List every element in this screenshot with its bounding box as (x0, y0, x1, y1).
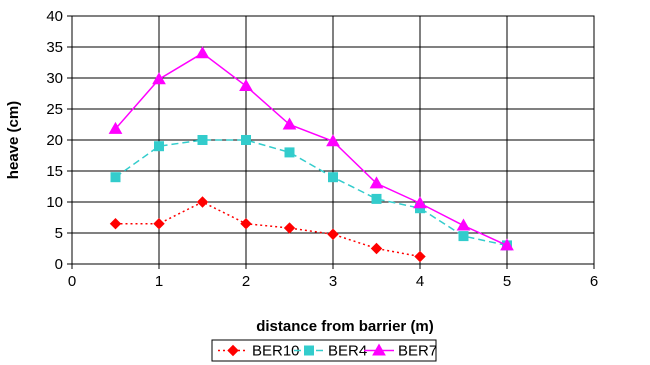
series-line-BER10 (115, 201, 421, 258)
y-tick-label-3: 15 (46, 163, 63, 180)
x-tick-label-4: 4 (416, 273, 424, 290)
y-tick-label-4: 20 (46, 132, 63, 149)
point-BER7-8 (456, 218, 471, 231)
point-BER7-5 (326, 134, 340, 147)
legend-label-BER10: BER10 (252, 343, 300, 360)
point-BER4-2 (197, 135, 208, 145)
series-layer (108, 46, 514, 263)
point-BER10-5 (327, 228, 339, 240)
point-BER10-0 (109, 217, 122, 230)
y-tick-label-5: 25 (46, 101, 63, 118)
point-BER7-3 (239, 79, 253, 92)
y-axis-title: heave (cm) (5, 101, 22, 179)
y-tick-label-7: 35 (46, 39, 63, 56)
series-line-BER7 (114, 52, 508, 247)
x-tick-label-2: 2 (242, 273, 250, 290)
point-BER4-6 (371, 193, 382, 204)
x-tick-label-6: 6 (590, 273, 598, 290)
series-BER7 (108, 46, 514, 251)
point-BER4-0 (110, 172, 121, 183)
y-tick-label-1: 5 (55, 225, 63, 242)
point-BER7-1 (152, 72, 166, 85)
y-tick-label-0: 0 (55, 256, 63, 273)
x-tick-label-1: 1 (155, 273, 163, 290)
x-axis-title: distance from barrier (m) (256, 318, 434, 335)
point-BER10-7 (414, 250, 426, 263)
y-tick-label-6: 30 (46, 70, 63, 87)
point-BER10-6 (370, 242, 383, 255)
x-axis-ticks: 0 1 2 3 4 5 6 (68, 264, 598, 290)
x-tick-label-0: 0 (68, 273, 76, 290)
point-BER4-5 (328, 172, 338, 183)
y-tick-label-2: 10 (46, 194, 63, 211)
x-tick-label-3: 3 (329, 273, 337, 290)
point-BER10-2 (196, 196, 209, 208)
point-BER7-7 (413, 196, 427, 209)
series-BER10 (109, 196, 426, 263)
point-BER10-1 (153, 217, 165, 230)
point-BER4-4 (284, 147, 295, 158)
legend-marker-BER10 (227, 344, 239, 357)
point-BER7-9 (500, 238, 514, 251)
point-BER10-4 (283, 222, 296, 234)
legend-marker-BER4 (304, 345, 314, 356)
x-tick-label-5: 5 (503, 273, 511, 290)
point-BER7-6 (369, 176, 384, 189)
y-tick-label-8: 40 (46, 8, 63, 25)
legend-marker-BER7 (372, 343, 386, 356)
point-BER4-1 (154, 141, 164, 152)
legend: BER10 BER4 BER7 (211, 339, 437, 362)
point-BER4-3 (241, 135, 251, 145)
point-BER10-3 (240, 217, 252, 230)
series-line-BER4 (115, 139, 508, 247)
legend-label-BER7: BER7 (398, 343, 437, 360)
point-BER4-8 (458, 231, 469, 242)
y-axis-ticks: 0 5 10 15 20 25 30 35 40 (46, 8, 72, 273)
point-BER7-4 (282, 117, 297, 130)
point-BER7-2 (195, 46, 210, 59)
point-BER7-0 (108, 121, 123, 134)
legend-label-BER4: BER4 (328, 343, 367, 360)
